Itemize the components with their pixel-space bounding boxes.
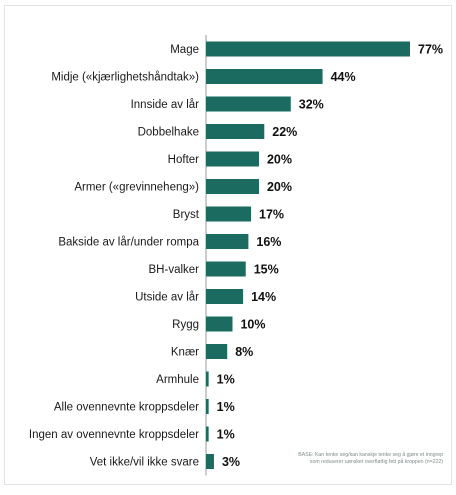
category-label: Bryst <box>173 209 200 221</box>
category-label: Rygg <box>172 319 199 331</box>
value-label: 20% <box>267 153 292 167</box>
bar-chart: Mage 77% Midje («kjærlighetshåndtak») 44% In… <box>29 35 443 476</box>
value-label: 8% <box>235 345 253 359</box>
category-label: Utside av lår <box>135 292 199 304</box>
bar <box>206 289 244 304</box>
category-label: Hofter <box>168 154 199 166</box>
value-label: 1% <box>217 400 235 414</box>
bar <box>206 234 249 249</box>
value-label: 32% <box>299 98 324 112</box>
category-label: BH-valker <box>149 264 200 276</box>
category-label: Alle ovennevnte kroppsdeler <box>54 402 199 414</box>
bar <box>206 344 228 359</box>
value-label: 1% <box>217 373 235 387</box>
category-label: Midje («kjærlighetshåndtak») <box>51 72 199 84</box>
bar <box>206 371 209 387</box>
category-label: Armer («grevinneheng») <box>74 182 199 194</box>
value-label: 17% <box>259 208 284 222</box>
category-label: Armhule <box>156 374 199 386</box>
bar <box>206 96 291 112</box>
category-label: Vet ikke/vil ikke svare <box>90 457 199 469</box>
category-label: Innside av lår <box>131 99 200 111</box>
category-label: Ingen av ovennevnte kroppsdeler <box>29 429 199 441</box>
bar <box>206 151 259 167</box>
value-label: 44% <box>331 70 356 84</box>
value-label: 15% <box>254 263 279 277</box>
category-label: Dobbelhake <box>138 127 199 139</box>
category-label: Mage <box>170 44 199 56</box>
bar <box>206 179 259 194</box>
bar <box>206 426 209 442</box>
bar <box>206 454 214 469</box>
value-label: 1% <box>217 428 235 442</box>
base-footnote: BASE: Kan tenke seg/kan kanskje tenke se… <box>298 452 443 466</box>
bar <box>206 261 246 277</box>
chart-container: Mage 77% Midje («kjærlighetshåndtak») 44% In… <box>4 5 452 485</box>
value-label: 20% <box>267 180 292 194</box>
value-label: 22% <box>272 125 297 139</box>
value-label: 10% <box>240 318 265 332</box>
bar <box>206 316 233 332</box>
bar <box>206 69 323 84</box>
bar <box>206 206 252 222</box>
category-label: Knær <box>171 347 199 359</box>
category-label: Bakside av lår/under rompa <box>58 237 199 249</box>
value-label: 16% <box>256 235 281 249</box>
value-label: 14% <box>251 290 276 304</box>
value-label: 3% <box>222 455 240 469</box>
value-label: 77% <box>418 43 443 57</box>
bar <box>206 124 265 139</box>
bar <box>206 399 209 414</box>
bar <box>206 41 410 57</box>
